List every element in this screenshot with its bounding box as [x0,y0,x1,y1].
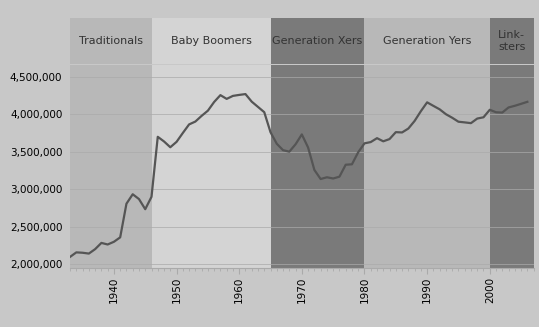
Text: Generation Yers: Generation Yers [383,36,471,46]
Bar [271,65,364,268]
Bar [364,65,490,268]
Text: Traditionals: Traditionals [79,36,143,46]
Bar [151,65,271,268]
Text: Link-
sters: Link- sters [498,30,526,52]
Text: Baby Boomers: Baby Boomers [170,36,252,46]
Text: Generation Xers: Generation Xers [272,36,363,46]
Bar [70,65,151,268]
Bar [490,65,534,268]
